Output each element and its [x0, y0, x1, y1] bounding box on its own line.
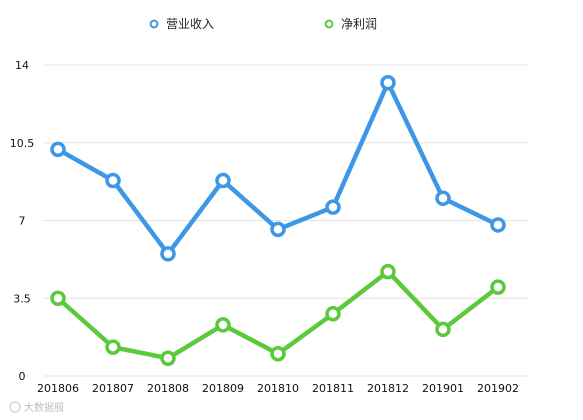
watermark-logo-icon — [9, 401, 21, 413]
series-line-1 — [55, 269, 501, 361]
watermark: 大数据服 — [9, 401, 64, 414]
x-tick-label-0: 201806 — [37, 382, 79, 395]
y-tick-label-4: 14 — [15, 59, 29, 72]
legend-marker-net-profit — [324, 19, 334, 29]
x-tick-label-1: 201807 — [92, 382, 134, 395]
data-point-s1-5[interactable] — [325, 306, 341, 322]
legend: 营业收入 净利润 — [149, 17, 377, 31]
data-point-s1-7[interactable] — [435, 321, 451, 338]
y-tick-label-3: 10.5 — [10, 137, 35, 150]
x-tick-label-5: 201811 — [312, 382, 354, 395]
series-1 — [50, 263, 506, 366]
data-point-s0-6[interactable] — [380, 75, 396, 91]
x-tick-label-3: 201809 — [202, 382, 244, 395]
data-point-s0-1[interactable] — [105, 172, 121, 189]
legend-marker-revenue — [149, 19, 159, 29]
data-point-s0-0[interactable] — [50, 141, 66, 158]
series-layer — [50, 75, 506, 366]
data-point-s1-2[interactable] — [160, 350, 176, 366]
x-tick-label-6: 201812 — [367, 382, 409, 395]
data-point-s0-5[interactable] — [325, 199, 341, 215]
data-point-s1-3[interactable] — [215, 317, 231, 333]
x-tick-label-4: 201810 — [257, 382, 299, 395]
x-tick-label-2: 201808 — [147, 382, 189, 395]
grid-lines — [44, 64, 528, 377]
legend-item-net-profit[interactable]: 净利润 — [324, 17, 377, 31]
data-point-s0-8[interactable] — [490, 217, 506, 233]
legend-item-revenue[interactable]: 营业收入 — [149, 17, 214, 31]
data-point-s1-0[interactable] — [50, 290, 66, 306]
series-0 — [50, 75, 506, 262]
legend-label-net-profit: 净利润 — [341, 17, 377, 31]
data-point-s0-3[interactable] — [215, 172, 231, 189]
x-axis-ticks: 201806 201807 201808 201809 201810 201811 2018… — [37, 382, 519, 395]
x-tick-label-8: 201902 — [477, 382, 519, 395]
data-point-s1-1[interactable] — [105, 339, 121, 355]
data-point-s1-4[interactable] — [270, 346, 286, 362]
watermark-text: 大数据服 — [24, 401, 64, 414]
data-point-s1-8[interactable] — [490, 279, 506, 295]
y-tick-label-0: 0 — [19, 370, 26, 383]
y-axis-ticks: 0 3.5 7 10.5 14 — [10, 59, 35, 383]
data-point-s0-2[interactable] — [160, 246, 176, 262]
data-point-s0-7[interactable] — [435, 190, 451, 207]
data-point-s1-6[interactable] — [380, 263, 396, 280]
legend-label-revenue: 营业收入 — [166, 17, 214, 31]
data-point-s0-4[interactable] — [270, 221, 286, 238]
y-tick-label-1: 3.5 — [13, 292, 31, 305]
y-tick-label-2: 7 — [19, 215, 26, 228]
x-tick-label-7: 201901 — [422, 382, 464, 395]
